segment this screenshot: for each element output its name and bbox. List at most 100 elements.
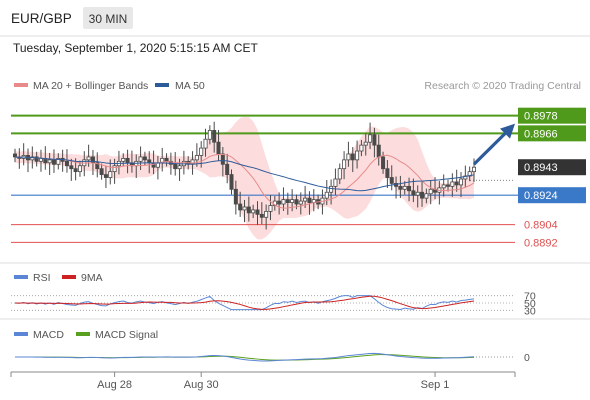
level-box-0.8966 xyxy=(518,125,586,142)
candle-body xyxy=(121,157,126,162)
candle-body xyxy=(73,168,78,173)
legend-macd-signal-swatch xyxy=(76,332,90,336)
candle-body xyxy=(454,181,459,186)
candle-body xyxy=(69,165,74,170)
macd-tick-0: 0 xyxy=(524,352,530,364)
candle-body xyxy=(233,188,238,205)
candle-body xyxy=(246,206,251,214)
candle-body xyxy=(212,129,217,143)
legend-rsi-ma-label: 9MA xyxy=(81,272,103,284)
candle-body xyxy=(285,199,290,203)
candle-body xyxy=(64,160,69,167)
candle-body xyxy=(368,134,373,143)
bollinger-band xyxy=(15,116,474,240)
legend-macd-swatch xyxy=(14,332,28,336)
candle-body xyxy=(355,150,360,161)
candle-body xyxy=(424,193,429,199)
forecast-arrow-head xyxy=(500,123,515,139)
candle-body xyxy=(407,185,412,192)
candle-body xyxy=(346,153,351,161)
candle-body xyxy=(268,205,273,212)
candle-body xyxy=(350,153,355,161)
candle-body xyxy=(471,166,476,173)
candle-body xyxy=(51,159,56,165)
candle-body xyxy=(441,184,446,189)
candle-body xyxy=(242,206,247,211)
candle-body xyxy=(12,153,17,158)
candle-body xyxy=(147,159,152,164)
level-label-0.8924: 0.8924 xyxy=(524,190,558,202)
x-tick-label-Aug 30: Aug 30 xyxy=(184,379,219,391)
candle-body xyxy=(381,156,386,170)
candle-body xyxy=(333,178,338,187)
candle-body xyxy=(142,156,147,161)
candle-body xyxy=(324,191,329,199)
x-tick-label-Sep 1: Sep 1 xyxy=(421,379,450,391)
level-box-0.8943 xyxy=(518,159,586,176)
candle-body xyxy=(294,199,299,205)
candle-body xyxy=(47,159,52,164)
forecast-arrow-shaft xyxy=(472,130,509,166)
x-tick-label-Aug 28: Aug 28 xyxy=(97,379,132,391)
legend-ma50-label: MA 50 xyxy=(175,80,205,92)
candle-body xyxy=(238,203,243,211)
candle-body xyxy=(216,141,221,155)
candle-body xyxy=(251,209,256,214)
candle-body xyxy=(173,163,178,170)
candle-body xyxy=(164,157,169,162)
rsi-tick-50: 50 xyxy=(524,298,536,310)
legend-macd-label: MACD xyxy=(33,329,64,341)
candle-body xyxy=(281,199,286,205)
macd-line xyxy=(14,352,475,362)
timeframe-badge[interactable]: 30 MIN xyxy=(89,12,128,26)
candle-body xyxy=(199,147,204,156)
candle-body xyxy=(77,165,82,173)
level-label-0.8904: 0.8904 xyxy=(524,220,558,232)
candle-body xyxy=(220,153,225,165)
candle-body xyxy=(450,181,455,187)
candle-body xyxy=(376,144,381,158)
candle-body xyxy=(402,185,407,190)
level-box-0.8924 xyxy=(518,187,586,204)
rsi-ma-line xyxy=(14,295,475,310)
candle-body xyxy=(411,190,416,196)
candle-body xyxy=(108,171,113,178)
candle-body xyxy=(337,168,342,180)
candle-body xyxy=(259,213,264,218)
candle-body xyxy=(290,199,295,203)
price-panel: 0.8978 0.8966 0.8943 0.8924 0.8904 0.8892 xyxy=(11,107,586,249)
candle-body xyxy=(203,138,208,149)
candle-body xyxy=(385,168,390,178)
ma20-line xyxy=(14,153,475,209)
candle-body xyxy=(372,134,377,146)
candle-body xyxy=(56,157,61,165)
candle-body xyxy=(112,165,117,173)
candle-body xyxy=(99,168,104,175)
candle-body xyxy=(207,129,212,140)
candle-body xyxy=(342,159,347,170)
candle-body xyxy=(86,156,91,161)
legend-macd-signal-label: MACD Signal xyxy=(95,329,158,341)
candle-body xyxy=(303,197,308,202)
candle-body xyxy=(329,185,334,193)
candle-body xyxy=(225,163,230,175)
legend-rsi-label: RSI xyxy=(33,272,51,284)
candle-body xyxy=(398,185,403,190)
macd-panel: 0 xyxy=(14,352,530,364)
symbol-label: EUR/GBP xyxy=(11,11,72,26)
legend-rsi-ma-swatch xyxy=(62,275,76,279)
candle-body xyxy=(34,156,39,162)
candle-body xyxy=(363,141,368,146)
candle-body xyxy=(359,144,364,152)
candle-body xyxy=(459,178,464,186)
legend-ma20-swatch xyxy=(14,83,28,87)
ma50-line xyxy=(14,156,475,192)
candle-body xyxy=(307,197,312,203)
candle-body xyxy=(415,191,420,196)
candle-body xyxy=(255,209,260,215)
candle-body xyxy=(420,191,425,199)
candle-body xyxy=(138,156,143,162)
legend-ma20-label: MA 20 + Bollinger Bands xyxy=(33,80,148,92)
